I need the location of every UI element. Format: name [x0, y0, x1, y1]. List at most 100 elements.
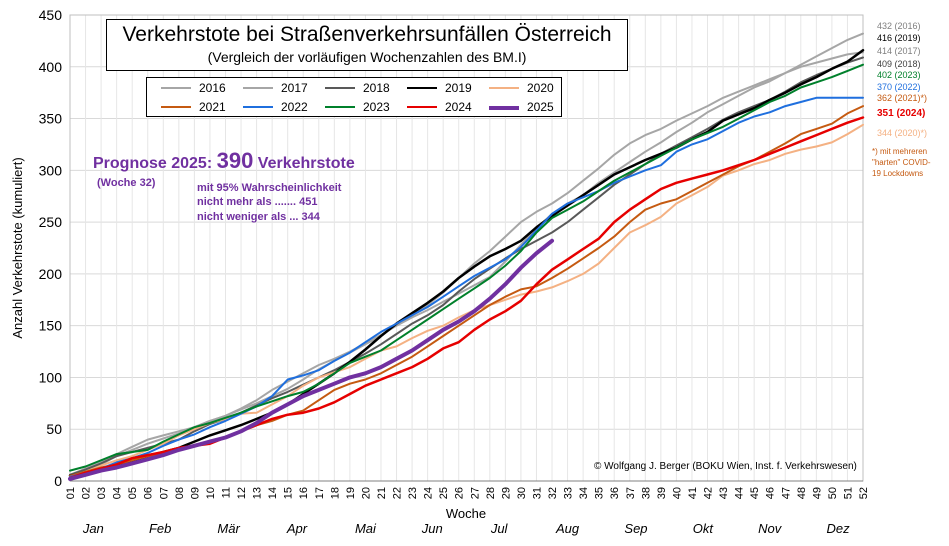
x-tick-label: 45: [749, 487, 761, 499]
x-tick-label: 03: [96, 487, 108, 499]
y-axis-title: Anzahl Verkehrstote (kumuliert): [10, 157, 25, 338]
x-tick-label: 34: [578, 487, 590, 499]
x-tick-label: 36: [609, 487, 621, 499]
x-tick-label: 48: [796, 487, 808, 499]
x-tick-label: 18: [329, 487, 341, 499]
x-tick-label: 12: [236, 487, 248, 499]
end-label-2020: 344 (2020)*): [877, 128, 928, 138]
x-tick-label: 07: [158, 487, 170, 499]
forecast-value: 390: [216, 148, 254, 173]
series-line-2018: [69, 56, 864, 476]
month-label: Mai: [355, 521, 377, 536]
legend-swatch: [407, 87, 437, 89]
x-tick-label: 30: [516, 487, 528, 499]
x-tick-label: 04: [112, 487, 124, 499]
x-tick-label: 14: [267, 487, 279, 499]
legend-label: 2016: [199, 81, 226, 95]
series-line-2022: [69, 96, 864, 478]
x-tick-label: 50: [827, 487, 839, 499]
month-label: Apr: [286, 521, 308, 536]
x-tick-label: 38: [640, 487, 652, 499]
x-tick-label: 33: [563, 487, 575, 499]
y-tick-label: 350: [39, 111, 63, 127]
x-tick-label: 19: [345, 487, 357, 499]
x-tick-label: 51: [842, 487, 854, 499]
x-tick-label: 31: [531, 487, 543, 499]
series-line-2019: [68, 48, 865, 478]
end-label-2019: 416 (2019): [877, 33, 921, 43]
legend-swatch: [243, 106, 273, 108]
y-tick-label: 200: [39, 266, 63, 282]
month-label: Dez: [827, 521, 851, 536]
legend-label: 2020: [527, 81, 554, 95]
legend-swatch: [489, 106, 519, 110]
forecast-label: Prognose 2025:: [93, 155, 213, 172]
x-tick-label: 15: [283, 487, 295, 499]
legend-swatch: [489, 87, 519, 89]
month-label: Feb: [149, 521, 171, 536]
month-label: Aug: [555, 521, 580, 536]
legend-label: 2018: [363, 81, 390, 95]
end-label-2022: 370 (2022): [877, 82, 921, 92]
y-tick-label: 400: [39, 59, 63, 75]
month-label: Jun: [421, 521, 443, 536]
x-tick-label: 52: [858, 487, 870, 499]
series-line-2025: [68, 238, 554, 481]
x-tick-label: 10: [205, 487, 217, 499]
end-label-2023: 402 (2023): [877, 70, 921, 80]
y-tick-label: 250: [39, 214, 63, 230]
y-tick-label: 150: [39, 318, 63, 334]
month-label: Sep: [624, 521, 647, 536]
lockdown-note: *) mit mehreren "harten" COVID- 19 Lockdow…: [872, 146, 931, 179]
x-tick-label: 29: [500, 487, 512, 499]
month-label: Jul: [490, 521, 509, 536]
x-tick-label: 23: [407, 487, 419, 499]
legend-label: 2021: [199, 100, 226, 114]
end-label-2018: 409 (2018): [877, 59, 921, 69]
lockdown-note-line: *) mit mehreren: [872, 147, 928, 156]
x-tick-label: 35: [594, 487, 606, 499]
x-tick-label: 28: [485, 487, 497, 499]
month-label: Nov: [758, 521, 783, 536]
forecast-unit: Verkehrstote: [257, 155, 355, 172]
x-tick-label: 05: [127, 487, 139, 499]
x-tick-label: 37: [625, 487, 637, 499]
x-tick-label: 20: [360, 487, 372, 499]
legend-label: 2019: [445, 81, 472, 95]
y-tick-label: 100: [39, 369, 63, 385]
credit: © Wolfgang J. Berger (BOKU Wien, Inst. f…: [594, 461, 857, 472]
legend-label: 2017: [281, 81, 308, 95]
x-tick-label: 32: [547, 487, 559, 499]
forecast-confidence: mit 95% Wahrscheinlichkeit: [197, 182, 342, 194]
x-tick-label: 25: [438, 487, 450, 499]
series-line-2023: [69, 63, 864, 472]
series-lines: [68, 32, 865, 481]
x-tick-label: 02: [81, 487, 93, 499]
legend-swatch: [161, 106, 191, 108]
x-tick-label: 22: [392, 487, 404, 499]
series-line-2020: [69, 123, 864, 478]
legend-swatch: [325, 106, 355, 108]
chart-title: Verkehrstote bei Straßenverkehrsunfällen…: [122, 23, 612, 46]
x-tick-label: 39: [656, 487, 668, 499]
y-tick-label: 450: [39, 7, 63, 23]
axes: [69, 14, 864, 482]
legend-swatch: [161, 87, 191, 89]
x-tick-label: 08: [174, 487, 186, 499]
x-tick-label: 16: [298, 487, 310, 499]
legend-label: 2025: [527, 100, 554, 114]
x-tick-label: 21: [376, 487, 388, 499]
month-label: Mär: [217, 521, 240, 536]
x-tick-label: 43: [718, 487, 730, 499]
x-tick-label: 44: [734, 487, 746, 499]
legend-swatch: [243, 87, 273, 89]
x-tick-label: 46: [765, 487, 777, 499]
x-tick-label: 01: [65, 487, 77, 499]
legend-label: 2022: [281, 100, 308, 114]
series-line-2017: [69, 51, 864, 477]
y-tick-label: 50: [46, 421, 62, 437]
legend-label: 2024: [445, 100, 472, 114]
end-label-2017: 414 (2017): [877, 46, 921, 56]
forecast-title: Prognose 2025: 390 Verkehrstote: [93, 148, 355, 174]
